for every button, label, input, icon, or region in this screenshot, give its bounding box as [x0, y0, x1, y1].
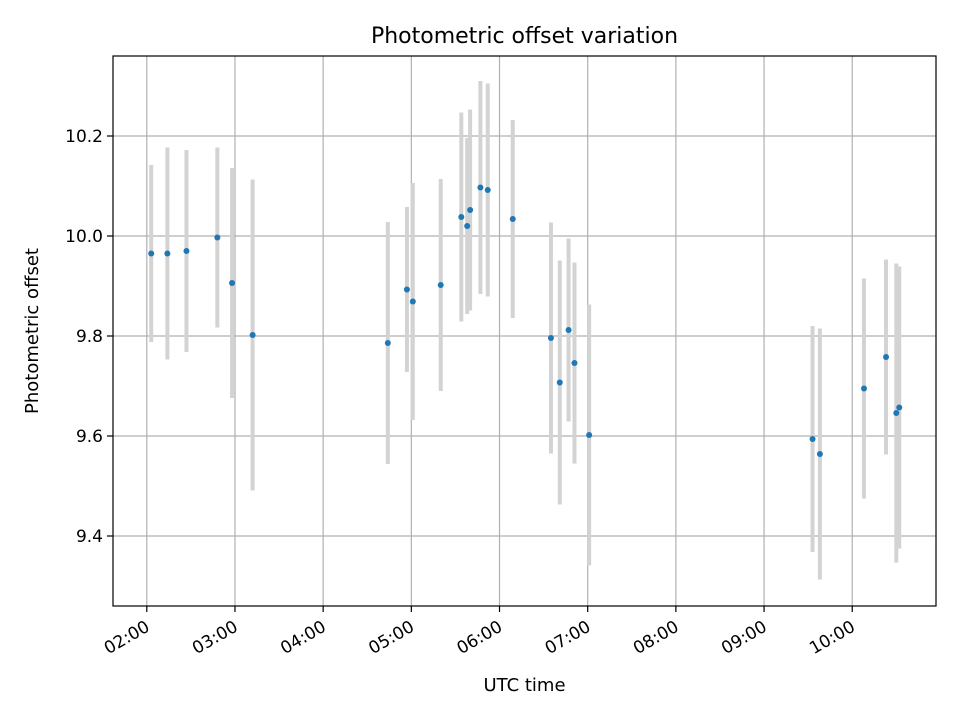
chart-title: Photometric offset variation — [371, 24, 678, 49]
plot-frame — [112, 55, 937, 607]
data-point — [571, 360, 578, 366]
y-tick-label: 9.6 — [76, 427, 103, 447]
y-tick-label: 9.8 — [76, 327, 103, 347]
data-point — [164, 250, 171, 257]
data-point — [883, 354, 890, 360]
data-point — [458, 214, 465, 220]
data-point — [148, 250, 155, 257]
data-point — [214, 234, 221, 241]
data-point — [547, 335, 554, 341]
data-point — [816, 451, 823, 457]
data-point — [509, 216, 516, 222]
data-point — [384, 340, 391, 346]
data-point — [403, 286, 410, 293]
y-tick-label: 10.2 — [65, 127, 103, 147]
data-point — [249, 332, 256, 338]
data-point — [183, 248, 190, 254]
data-point — [896, 404, 903, 411]
data-point — [467, 207, 474, 213]
data-point — [229, 280, 236, 286]
y-tick-label: 9.4 — [76, 527, 103, 547]
grid — [113, 56, 936, 606]
data-point — [893, 410, 900, 416]
data-point — [860, 385, 867, 392]
data-point — [556, 379, 563, 386]
data-point — [477, 184, 484, 191]
data-point — [809, 436, 816, 442]
y-tick-label: 10.0 — [65, 227, 103, 247]
data-point — [586, 432, 593, 438]
data-point — [565, 327, 572, 333]
x-axis-label: UTC time — [483, 675, 565, 696]
y-axis-label: Photometric offset — [22, 248, 43, 414]
data-point — [484, 187, 491, 193]
data-point — [409, 298, 416, 305]
data-point — [437, 282, 444, 288]
data-point — [464, 223, 471, 229]
data-points — [148, 184, 903, 457]
